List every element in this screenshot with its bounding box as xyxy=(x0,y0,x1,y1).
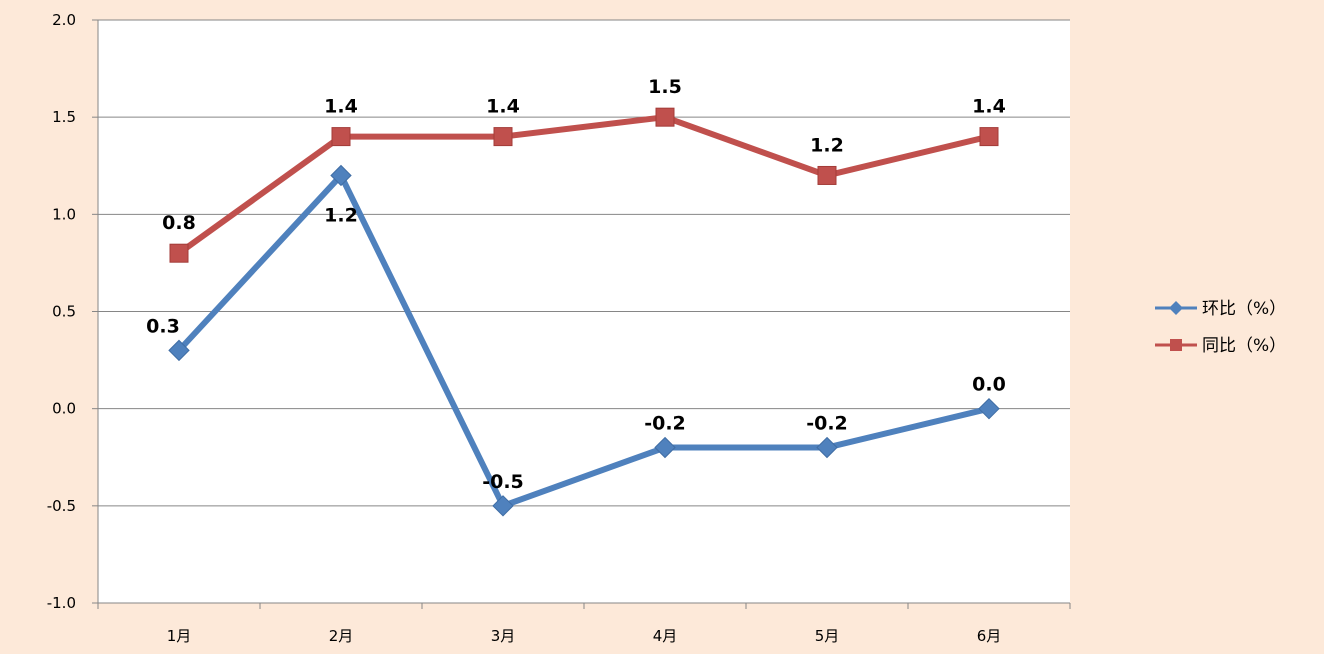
data-label: 1.4 xyxy=(486,96,520,118)
data-label: 1.5 xyxy=(648,76,682,98)
data-point xyxy=(330,164,352,187)
series-line-0 xyxy=(176,172,990,509)
x-tick-label: 3月 xyxy=(491,627,516,645)
data-point xyxy=(817,165,837,185)
x-tick-label: 4月 xyxy=(653,627,678,645)
data-label: 1.4 xyxy=(972,96,1006,118)
y-tick-label: 0.5 xyxy=(52,303,76,321)
data-label: 0.3 xyxy=(146,315,180,337)
y-tick-label: 0.0 xyxy=(52,400,76,418)
y-tick-label: 1.5 xyxy=(52,108,76,126)
series-line-1 xyxy=(177,114,990,256)
y-tick-label: -1.0 xyxy=(47,594,76,612)
legend-marker xyxy=(1169,301,1183,315)
data-point xyxy=(169,243,189,263)
data-point xyxy=(816,436,838,459)
legend-marker xyxy=(1170,339,1182,351)
x-tick-label: 1月 xyxy=(167,627,192,645)
data-point xyxy=(979,127,999,147)
data-label: -0.2 xyxy=(806,413,848,435)
legend-label: 同比（%） xyxy=(1202,336,1286,356)
data-point xyxy=(331,127,351,147)
y-tick-label: 1.0 xyxy=(52,205,76,223)
data-point xyxy=(493,127,513,147)
data-label: 1.2 xyxy=(324,204,358,226)
data-point xyxy=(168,339,190,362)
data-label: 0.8 xyxy=(162,212,196,234)
y-tick-label: 2.0 xyxy=(52,11,76,29)
data-point xyxy=(978,397,1000,420)
x-tick-label: 6月 xyxy=(977,627,1002,645)
x-tick-label: 5月 xyxy=(815,627,840,645)
legend-label: 环比（%） xyxy=(1202,299,1286,319)
data-label: -0.2 xyxy=(644,413,686,435)
data-label: -0.5 xyxy=(482,471,524,493)
data-label: 0.0 xyxy=(972,374,1006,396)
data-point xyxy=(492,495,514,517)
x-tick-label: 2月 xyxy=(329,627,354,645)
y-tick-label: -0.5 xyxy=(47,497,76,515)
data-label: 1.2 xyxy=(810,134,844,156)
data-point xyxy=(654,436,676,459)
data-point xyxy=(655,107,675,127)
data-label: 1.4 xyxy=(324,96,358,118)
